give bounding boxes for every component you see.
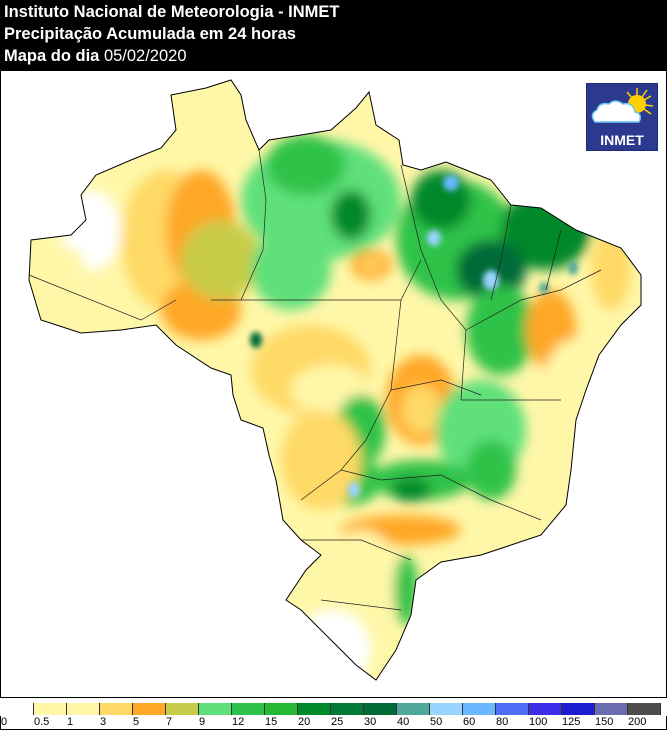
date-label: Mapa do dia bbox=[4, 47, 100, 65]
legend-label: 7 bbox=[166, 716, 173, 728]
map-header: Instituto Nacional de Meteorologia - INM… bbox=[0, 0, 667, 71]
legend-label: 25 bbox=[331, 716, 344, 728]
legend-swatch bbox=[100, 703, 133, 715]
legend-label: 150 bbox=[595, 716, 614, 728]
legend-label: 125 bbox=[562, 716, 581, 728]
legend-swatch bbox=[463, 703, 496, 715]
legend-label: 200 bbox=[628, 716, 647, 728]
brazil-border bbox=[28, 79, 642, 681]
legend-swatch bbox=[67, 703, 100, 715]
map-subtitle: Precipitação Acumulada em 24 horas bbox=[4, 25, 296, 43]
legend-label: 40 bbox=[397, 716, 410, 728]
legend-swatch bbox=[529, 703, 562, 715]
legend-swatch bbox=[133, 703, 166, 715]
legend-label: 100 bbox=[529, 716, 548, 728]
cloud-sun-icon bbox=[591, 88, 654, 123]
legend-label: 3 bbox=[100, 716, 107, 728]
legend-labels: 0 0.5 1 3 5 7 9 12 15 20 25 30 40 50 60 80 100 125 150 200 bbox=[0, 716, 667, 729]
map-date: 05/02/2020 bbox=[103, 47, 187, 65]
institution-title: Instituto Nacional de Meteorologia - INM… bbox=[4, 3, 340, 21]
legend-label: 0 bbox=[1, 716, 8, 728]
legend-label: 9 bbox=[199, 716, 206, 728]
legend-label: 80 bbox=[496, 716, 509, 728]
legend-swatch bbox=[496, 703, 529, 715]
legend-label: 50 bbox=[430, 716, 443, 728]
legend-label: 15 bbox=[265, 716, 278, 728]
logo-text: INMET bbox=[600, 132, 644, 148]
legend-swatch bbox=[430, 703, 463, 715]
legend-label: 0.5 bbox=[34, 716, 50, 728]
legend-swatch bbox=[364, 703, 397, 715]
map-date-line: Mapa do dia 05/02/2020 bbox=[4, 46, 187, 66]
legend-label: 12 bbox=[232, 716, 245, 728]
legend-swatch bbox=[595, 703, 628, 715]
legend-swatch bbox=[265, 703, 298, 715]
legend-label: 5 bbox=[133, 716, 140, 728]
legend-swatches bbox=[1, 703, 661, 715]
legend-swatch bbox=[331, 703, 364, 715]
color-scale-legend: 0 0.5 1 3 5 7 9 12 15 20 25 30 40 50 60 80 100 125 150 200 bbox=[0, 698, 667, 730]
legend-swatch bbox=[562, 703, 595, 715]
legend-swatch bbox=[232, 703, 265, 715]
legend-label: 60 bbox=[463, 716, 476, 728]
legend-swatch bbox=[199, 703, 232, 715]
inmet-logo: INMET bbox=[586, 83, 658, 151]
legend-label: 30 bbox=[364, 716, 377, 728]
precipitation-map bbox=[0, 71, 667, 698]
legend-label: 20 bbox=[298, 716, 311, 728]
legend-swatch bbox=[397, 703, 430, 715]
legend-swatch bbox=[34, 703, 67, 715]
state-borders bbox=[28, 149, 602, 611]
legend-swatch bbox=[166, 703, 199, 715]
legend-swatch bbox=[628, 703, 661, 715]
legend-swatch bbox=[298, 703, 331, 715]
brazil-precipitation-map bbox=[28, 79, 642, 681]
legend-swatch bbox=[1, 703, 34, 715]
legend-label: 1 bbox=[67, 716, 74, 728]
